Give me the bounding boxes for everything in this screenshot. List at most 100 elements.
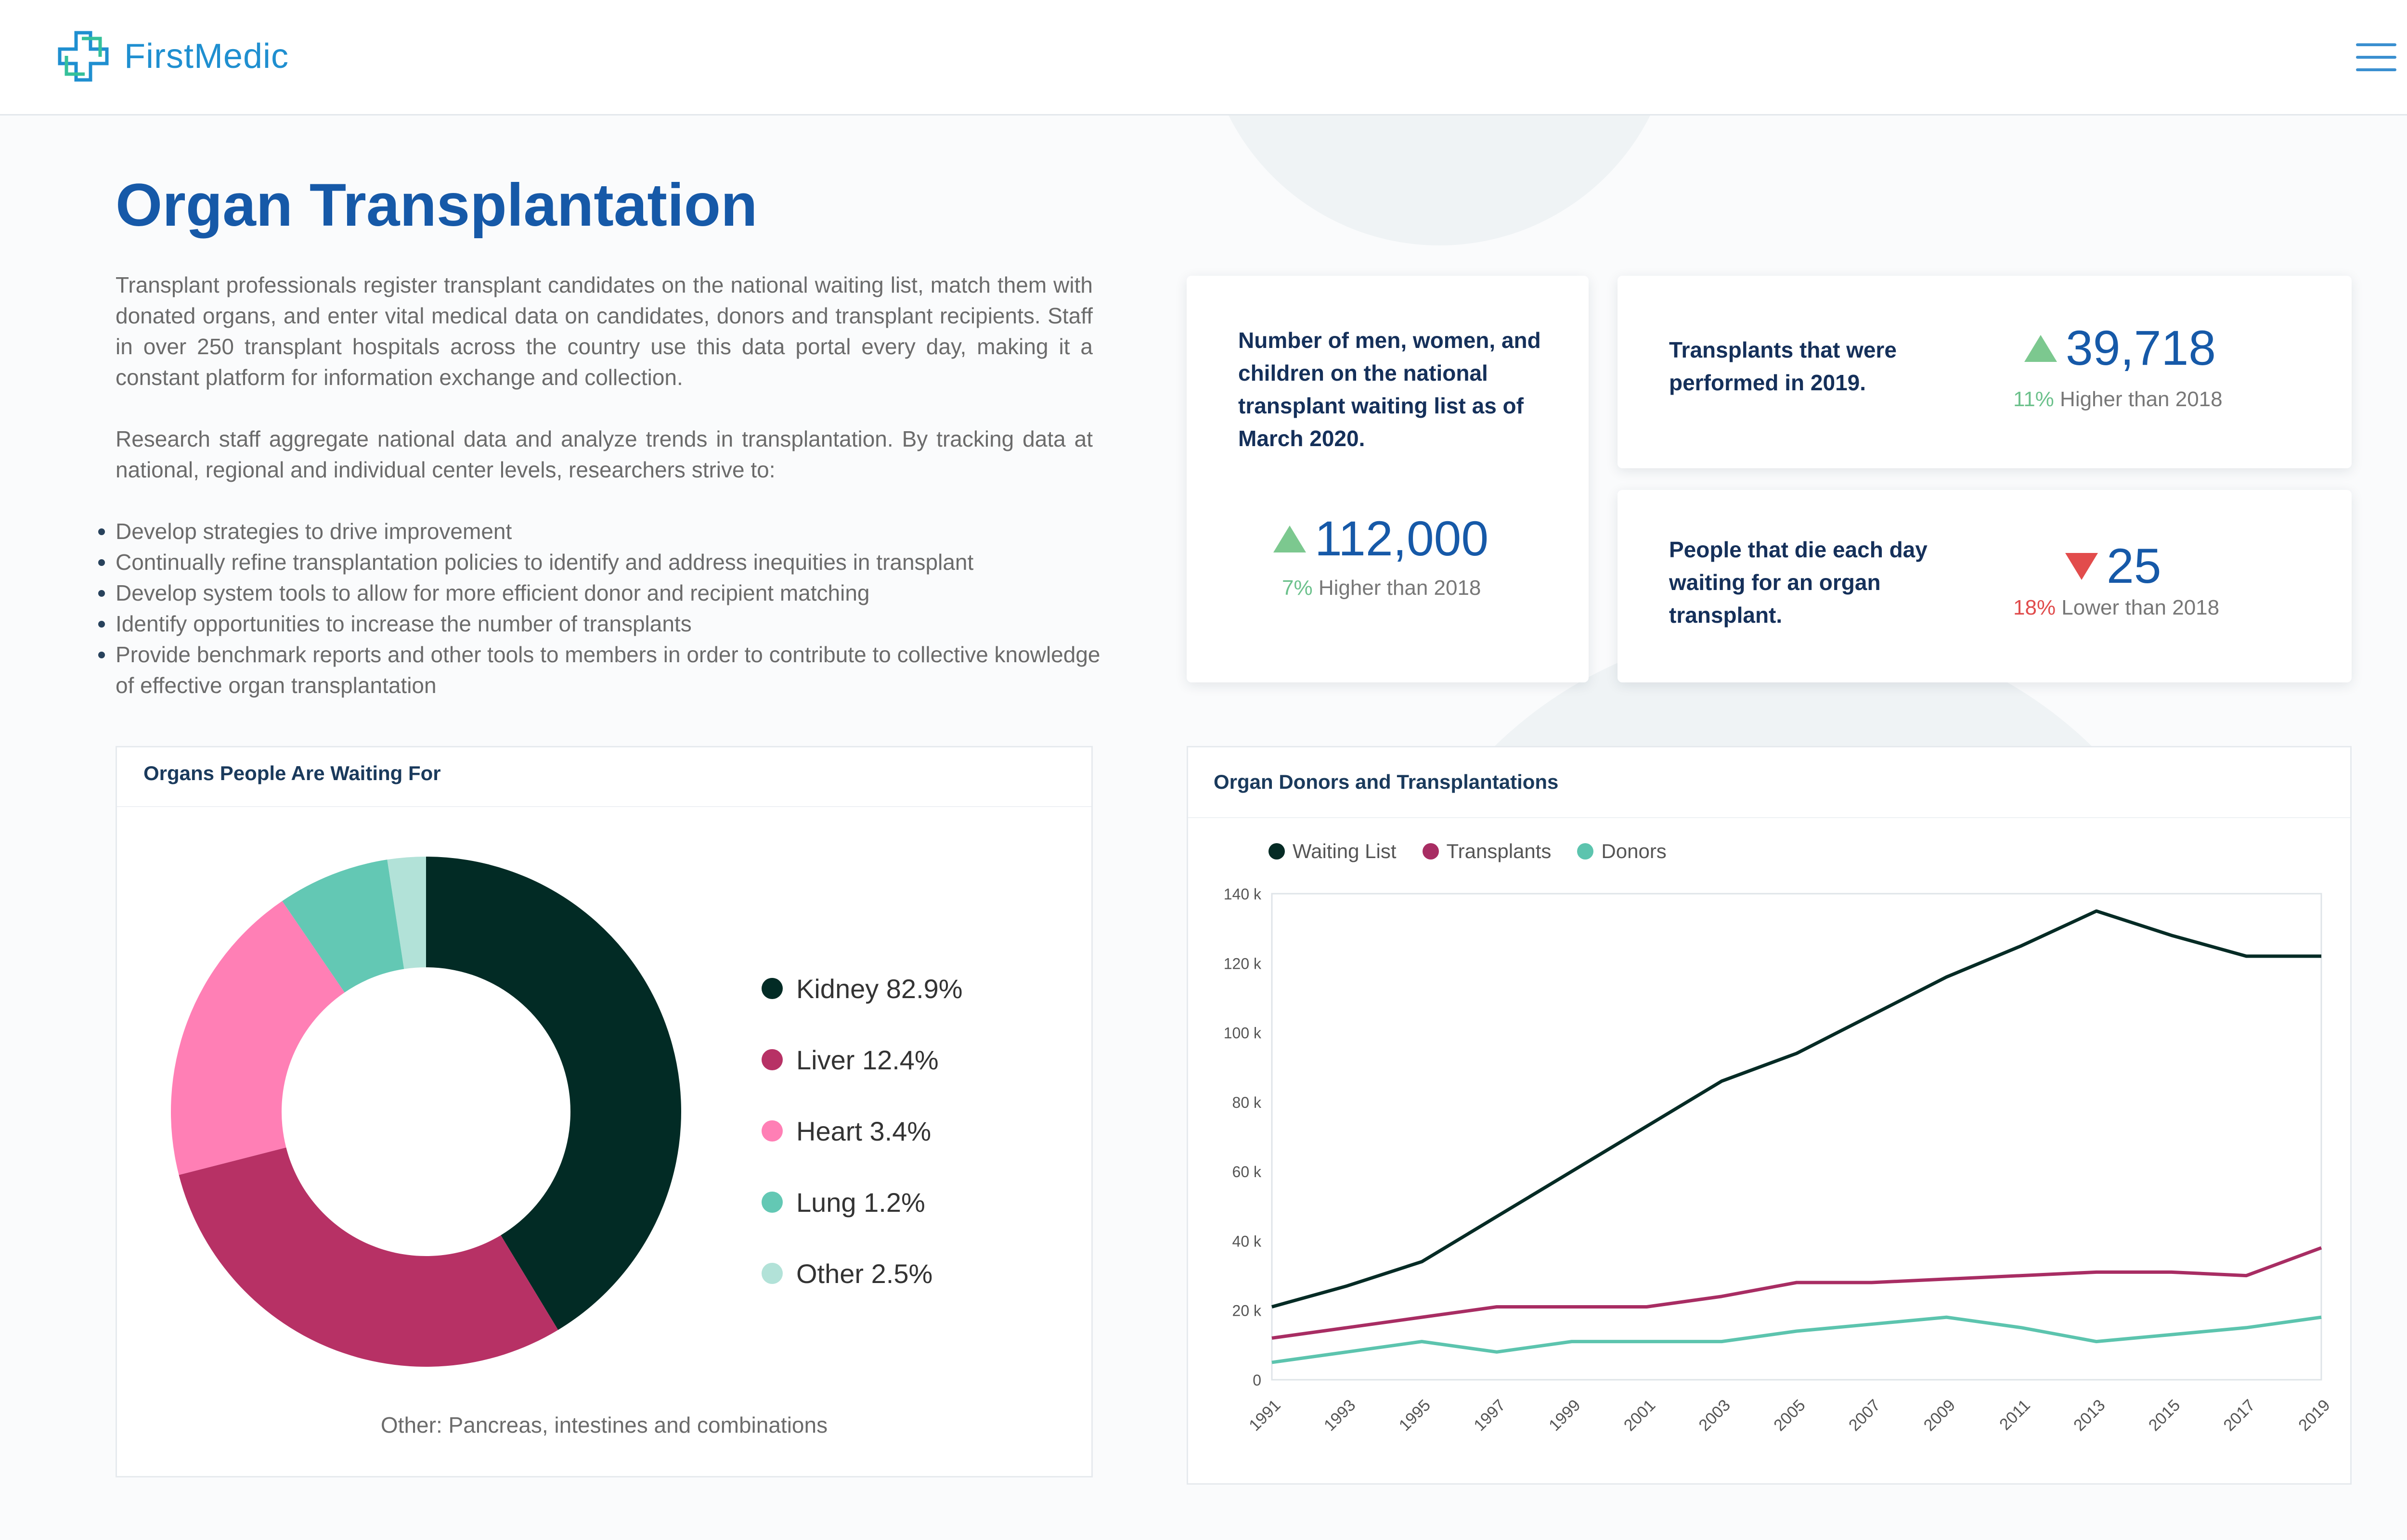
line-chart-legend: Waiting List Transplants Donors [1268,840,1693,863]
x-tick-label: 2007 [1845,1396,1884,1435]
x-tick-label: 2015 [2145,1396,2184,1435]
legend-item-other: Other 2.5% [762,1238,963,1309]
trend-up-icon [1273,525,1306,552]
page-title: Organ Transplantation [116,172,758,239]
stat-description: People that die each day waiting for an … [1669,537,1928,628]
trend-down-icon [2065,552,2098,580]
trend-up-icon [2024,334,2057,362]
x-tick-label: 2017 [2220,1396,2259,1435]
donors-line-chart: 0 20 k 40 k 60 k 80 k 100 k 120 k 140 k 1991 1993… [1224,886,2334,1435]
y-tick-label: 140 k [1224,886,1262,903]
donut-slice-heart [170,901,345,1175]
list-item: Provide benchmark reports and other tool… [96,639,1107,701]
x-tick-label: 2011 [1996,1396,2034,1434]
y-tick-label: 80 k [1232,1094,1262,1111]
legend-item-transplants: Transplants [1422,840,1552,863]
stat-description: Number of men, women, and children on th… [1238,328,1541,451]
list-item: Develop system tools to allow for more e… [96,578,1107,608]
change-label: Higher than 2018 [1312,576,1481,600]
stat-value: 39,718 [2024,320,2216,376]
goals-list: Develop strategies to drive improvement … [96,516,1107,701]
legend-swatch [762,1192,783,1213]
x-tick-label: 1995 [1396,1396,1434,1435]
legend-item-liver: Liver 12.4% [762,1024,963,1095]
intro-text: Transplant professionals register transp… [116,270,1093,516]
top-header: FirstMedic [0,0,2407,116]
panel-divider [1188,817,2350,818]
medical-cross-icon [58,31,109,82]
intro-paragraph: Transplant professionals register transp… [116,272,1093,390]
legend-item-heart: Heart 3.4% [762,1095,963,1167]
legend-item-waiting-list: Waiting List [1268,840,1397,863]
stat-value-text: 39,718 [2066,321,2216,375]
series-line-waiting-list [1271,909,2321,1309]
legend-label: Transplants [1446,840,1552,862]
legend-swatch [762,978,783,999]
donut-slice-lung [282,860,404,993]
x-tick-label: 2001 [1620,1396,1659,1435]
intro-paragraph: Research staff aggregate national data a… [116,426,1093,482]
change-percent: 18% [2013,596,2056,619]
stat-value: 25 [2065,538,2161,594]
x-tick-label: 1993 [1320,1396,1359,1435]
donut-legend: Kidney 82.9% Liver 12.4% Heart 3.4% Lung… [762,953,963,1309]
list-item: Continually refine transplantation polic… [96,547,1107,578]
stat-description: Transplants that were performed in 2019. [1669,337,1897,395]
y-tick-label: 120 k [1224,955,1262,972]
donut-footnote: Other: Pancreas, intestines and combinat… [380,1412,828,1437]
panel-title: Organs People Are Waiting For [143,762,441,784]
donut-slice-other [387,857,426,969]
x-tick-label: 1997 [1470,1396,1509,1435]
change-percent: 7% [1282,576,1313,600]
legend-item-lung: Lung 1.2% [762,1167,963,1238]
change-percent: 11% [2013,387,2054,411]
legend-item-donors: Donors [1577,840,1667,863]
change-label: Higher than 2018 [2054,387,2223,411]
transplants-card: Transplants that were performed in 2019.… [1618,276,2352,468]
stat-change: 18% Lower than 2018 [2013,596,2219,620]
list-item: Identify opportunities to increase the n… [96,608,1107,639]
legend-swatch [1268,843,1285,860]
legend-swatch [1422,843,1439,860]
brand-name: FirstMedic [124,37,289,76]
legend-label: Other 2.5% [796,1258,933,1289]
panel-divider [117,806,1091,807]
y-tick-label: 60 k [1232,1163,1262,1181]
stat-value: 112,000 [1273,511,1488,567]
x-tick-label: 2013 [2070,1396,2109,1435]
legend-swatch [762,1049,783,1070]
x-tick-label: 1999 [1545,1396,1584,1435]
x-tick-label: 2009 [1920,1396,1959,1435]
y-tick-label: 20 k [1232,1302,1262,1320]
legend-label: Heart 3.4% [796,1116,932,1146]
donut-slice-liver [179,1147,558,1367]
deaths-card: People that die each day waiting for an … [1618,490,2352,682]
series-line-transplants [1271,1246,2322,1340]
waiting-list-card: Number of men, women, and children on th… [1187,276,1589,682]
x-tick-label: 2019 [2295,1396,2333,1435]
legend-swatch [762,1120,783,1142]
hamburger-menu-icon[interactable] [2356,43,2396,73]
panel-title: Organ Donors and Transplantations [1214,770,1559,793]
y-tick-label: 100 k [1224,1025,1262,1042]
legend-label: Lung 1.2% [796,1187,925,1218]
series-line-donors [1271,1315,2322,1364]
x-tick-label: 1991 [1245,1396,1284,1435]
legend-label: Donors [1601,840,1667,862]
stat-value-text: 112,000 [1315,511,1489,566]
legend-label: Waiting List [1293,840,1397,862]
legend-item-kidney: Kidney 82.9% [762,953,963,1024]
legend-label: Kidney 82.9% [796,973,963,1004]
plot-area [1271,893,2322,1381]
legend-swatch [1577,843,1594,860]
brand-logo[interactable]: FirstMedic [57,30,289,83]
legend-swatch [762,1263,783,1284]
list-item: Develop strategies to drive improvement [96,516,1107,547]
donut-slice-kidney [426,857,682,1330]
legend-label: Liver 12.4% [796,1044,939,1075]
change-label: Lower than 2018 [2056,596,2220,619]
x-tick-label: 2003 [1695,1396,1734,1435]
organs-donut-chart [170,857,682,1367]
stat-change: 7% Higher than 2018 [1282,576,1481,600]
